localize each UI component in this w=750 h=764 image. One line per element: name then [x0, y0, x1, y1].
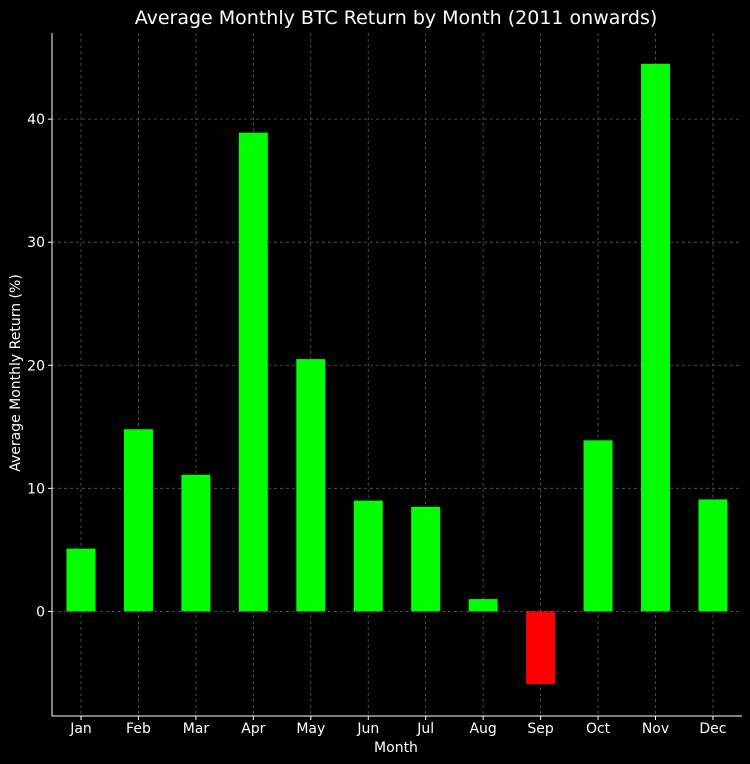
bar-jan	[66, 548, 96, 612]
x-tick-label-sep: Sep	[527, 721, 554, 737]
y-axis-label: Average Monthly Return (%)	[8, 274, 24, 472]
y-tick-label: 20	[27, 358, 45, 374]
y-tick-label: 30	[27, 235, 45, 251]
y-tick-label: 0	[36, 604, 45, 620]
bars	[66, 63, 728, 685]
x-tick-label-mar: Mar	[183, 721, 210, 737]
x-tick-label-jun: Jun	[356, 721, 379, 737]
bar-sep	[526, 611, 556, 685]
bar-oct	[583, 440, 613, 612]
bar-may	[296, 359, 326, 612]
bar-mar	[181, 474, 211, 612]
ticks: 0 10 20 30 40 Jan Feb Mar Apr May Jun Jul Aug Sep Oct N…	[27, 112, 726, 737]
chart-title: Average Monthly BTC Return by Month (201…	[135, 7, 658, 29]
bar-jun	[353, 500, 383, 612]
x-tick-label-apr: Apr	[241, 721, 265, 737]
bar-jul	[411, 506, 441, 612]
bar-feb	[123, 429, 153, 612]
bar-nov	[641, 63, 670, 612]
x-axis-label: Month	[374, 740, 418, 756]
x-tick-label-jul: Jul	[416, 721, 434, 737]
x-tick-label-aug: Aug	[469, 721, 496, 737]
y-tick-label: 40	[27, 112, 45, 128]
axes	[51, 33, 742, 717]
x-tick-label-may: May	[296, 721, 325, 737]
x-tick-label-nov: Nov	[642, 721, 669, 737]
x-tick-label-dec: Dec	[699, 721, 726, 737]
y-tick-label: 10	[27, 481, 45, 497]
bar-apr	[238, 132, 268, 612]
grid	[52, 33, 742, 716]
x-tick-label-feb: Feb	[126, 721, 151, 737]
x-tick-label-jan: Jan	[69, 721, 92, 737]
bar-dec	[698, 499, 728, 612]
bar-aug	[468, 599, 498, 612]
x-tick-label-oct: Oct	[586, 721, 611, 737]
